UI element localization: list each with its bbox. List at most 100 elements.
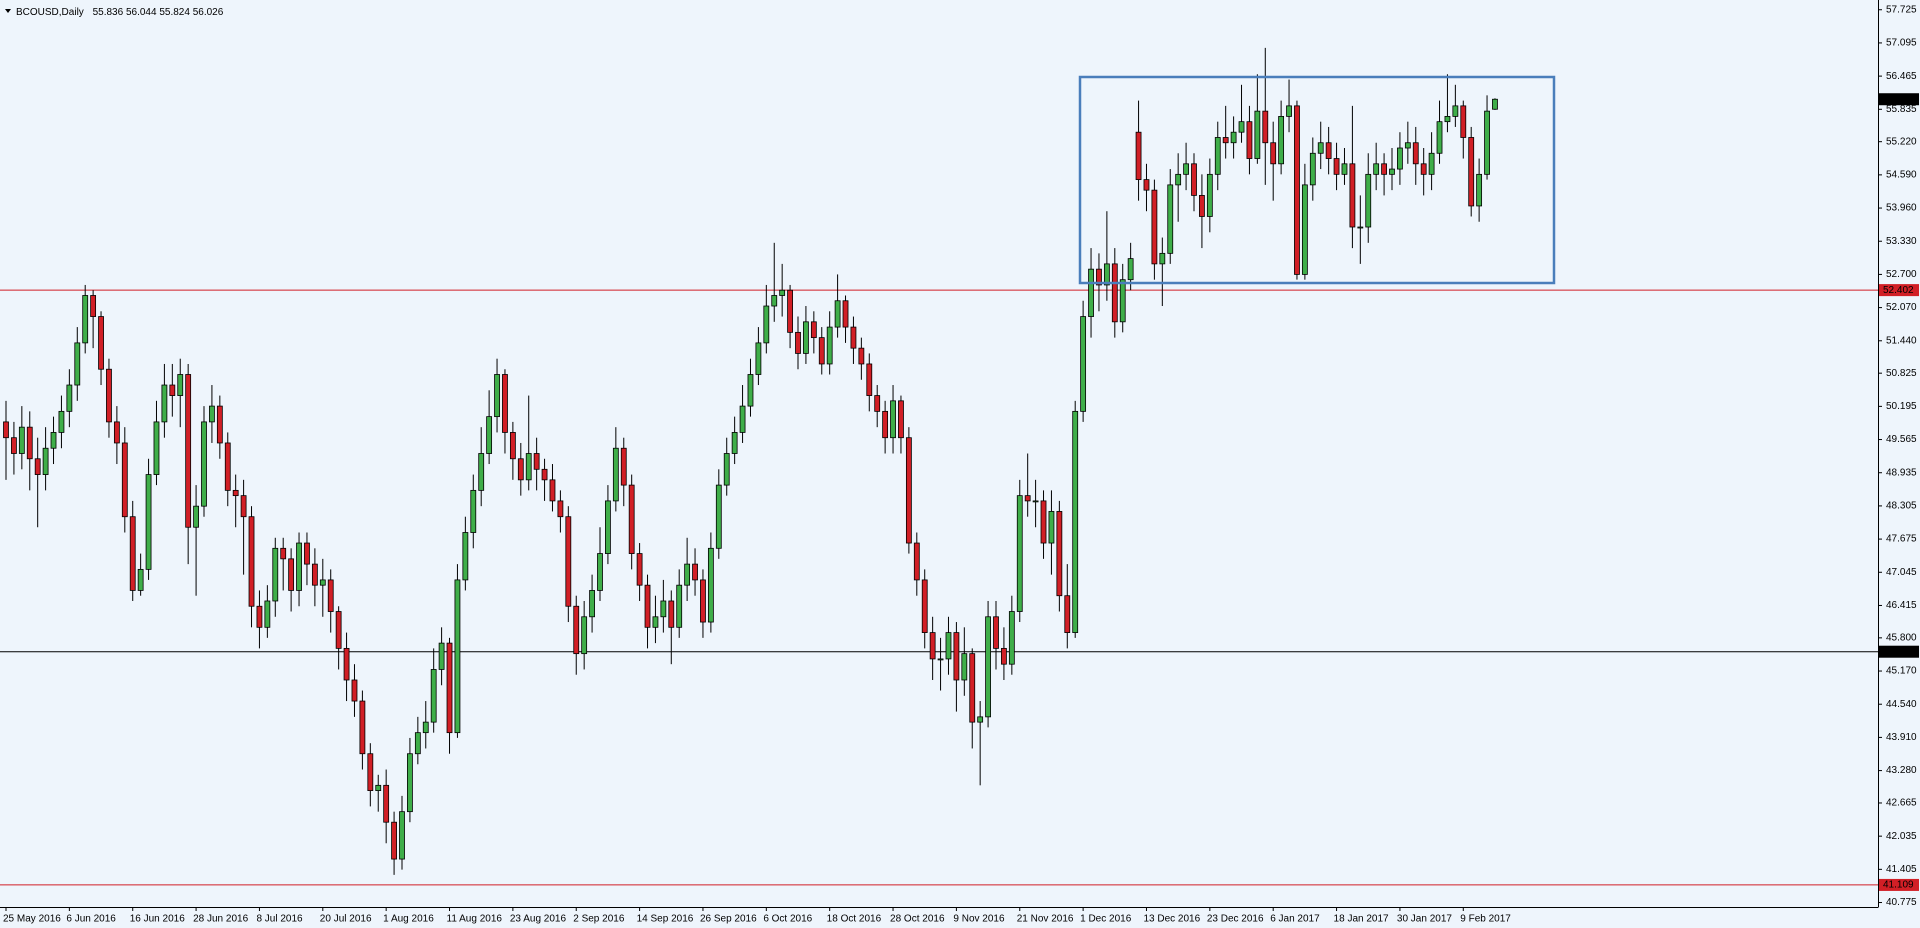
candle-body bbox=[1294, 105, 1300, 275]
candle-body bbox=[1389, 168, 1395, 175]
candle-body bbox=[921, 579, 928, 633]
candle-body bbox=[351, 679, 358, 702]
candle-body bbox=[367, 753, 374, 791]
candle-body bbox=[1167, 184, 1174, 254]
candle-body bbox=[18, 426, 25, 454]
candle-body bbox=[327, 579, 334, 612]
y-tick-label: 41.405 bbox=[1886, 864, 1917, 875]
candle-body bbox=[961, 653, 968, 681]
candle-body bbox=[304, 542, 310, 565]
ohlc-open: 55.836 bbox=[93, 7, 124, 18]
candle-body bbox=[1278, 116, 1285, 165]
candle-body bbox=[98, 316, 104, 370]
candle-body bbox=[517, 458, 524, 481]
candle-body bbox=[177, 374, 184, 396]
menu-arrow[interactable] bbox=[5, 9, 11, 13]
y-tick-label: 52.700 bbox=[1886, 269, 1917, 280]
candle-body bbox=[533, 453, 540, 470]
candle-body bbox=[842, 300, 849, 328]
candle-body bbox=[383, 784, 390, 823]
candle-body bbox=[692, 563, 698, 581]
candle-body bbox=[795, 331, 801, 354]
candle-body bbox=[628, 484, 635, 554]
candle-body bbox=[216, 405, 223, 444]
candle-body bbox=[1206, 173, 1213, 217]
candle-body bbox=[557, 500, 564, 518]
candle-body bbox=[620, 447, 627, 486]
candle-body bbox=[1096, 268, 1102, 286]
candle-body bbox=[375, 784, 382, 791]
candle-body bbox=[1452, 105, 1459, 117]
candle-body bbox=[256, 605, 263, 628]
candle-body bbox=[937, 658, 944, 661]
candle-body bbox=[803, 321, 809, 354]
candle-body bbox=[509, 432, 516, 460]
candle-body bbox=[1230, 131, 1237, 144]
ohlc-low: 55.824 bbox=[159, 7, 190, 18]
y-tick-label: 55.220 bbox=[1886, 136, 1917, 147]
y-tick-label: 57.095 bbox=[1886, 38, 1917, 49]
candle-body bbox=[953, 632, 960, 681]
level-label: 41.109 bbox=[1883, 880, 1914, 891]
candle-body bbox=[1286, 105, 1292, 117]
candle-body bbox=[502, 374, 508, 433]
candle-body bbox=[1262, 110, 1269, 144]
y-tick-label: 49.565 bbox=[1886, 434, 1917, 445]
level-tag bbox=[1879, 284, 1919, 297]
candle-body bbox=[1111, 263, 1118, 323]
candle-body bbox=[1270, 142, 1277, 165]
candle-body bbox=[34, 458, 41, 475]
candle-body bbox=[1016, 495, 1023, 612]
range-box[interactable] bbox=[1078, 75, 1556, 285]
candle-body bbox=[486, 416, 493, 454]
y-tick-label: 56.465 bbox=[1886, 71, 1917, 82]
candle-body bbox=[676, 584, 683, 628]
candle-body bbox=[137, 568, 144, 591]
y-tick-label: 54.590 bbox=[1886, 170, 1917, 181]
candle-body bbox=[11, 437, 17, 454]
ohlc-high: 56.044 bbox=[126, 7, 157, 18]
y-tick-label: 57.725 bbox=[1886, 4, 1917, 15]
candle-body bbox=[541, 468, 548, 481]
x-tick-label: 28 Jun 2016 bbox=[193, 914, 248, 925]
price-tag-label: 56.026 bbox=[1883, 94, 1914, 105]
x-tick-label: 16 Jun 2016 bbox=[130, 914, 185, 925]
candle-body bbox=[1024, 495, 1031, 502]
candle-body bbox=[58, 410, 65, 433]
candle-body bbox=[1373, 163, 1380, 175]
candle-body bbox=[597, 553, 603, 591]
x-tick-label: 9 Feb 2017 bbox=[1460, 914, 1511, 925]
candle-body bbox=[612, 447, 619, 502]
candle-body bbox=[359, 700, 366, 755]
y-tick-label: 46.415 bbox=[1886, 600, 1917, 611]
candle-body bbox=[288, 558, 295, 591]
x-tick-label: 28 Oct 2016 bbox=[890, 914, 945, 925]
candle-body bbox=[818, 337, 825, 365]
candle-body bbox=[311, 563, 318, 586]
candle-body bbox=[66, 384, 73, 412]
candle-body bbox=[834, 300, 841, 328]
level-label: 52.402 bbox=[1883, 285, 1914, 296]
y-tick-label: 42.665 bbox=[1886, 798, 1917, 809]
candle-body bbox=[1357, 226, 1364, 229]
chart-header: BCOUSD,Daily 55.836 56.044 55.824 56.026 bbox=[16, 7, 224, 18]
candle-body bbox=[145, 474, 152, 570]
candle-body bbox=[201, 421, 207, 507]
candle-body bbox=[723, 453, 730, 486]
y-tick-label: 45.800 bbox=[1886, 632, 1917, 643]
candle-body bbox=[644, 584, 651, 628]
candle-body bbox=[1056, 511, 1063, 597]
candle-body bbox=[763, 305, 770, 344]
y-tick-label: 50.825 bbox=[1886, 368, 1917, 379]
candle-body bbox=[1199, 195, 1205, 217]
candle-body bbox=[248, 516, 255, 607]
level-tag bbox=[1879, 878, 1919, 891]
candle-body bbox=[1151, 189, 1158, 265]
y-tick-label: 45.170 bbox=[1886, 666, 1917, 677]
candle-body bbox=[414, 732, 421, 755]
candle-body bbox=[739, 405, 746, 433]
level-label: 45.537 bbox=[1883, 646, 1914, 657]
candle-body bbox=[1254, 110, 1261, 159]
candle-body bbox=[755, 342, 762, 375]
candle-body bbox=[1127, 258, 1134, 281]
